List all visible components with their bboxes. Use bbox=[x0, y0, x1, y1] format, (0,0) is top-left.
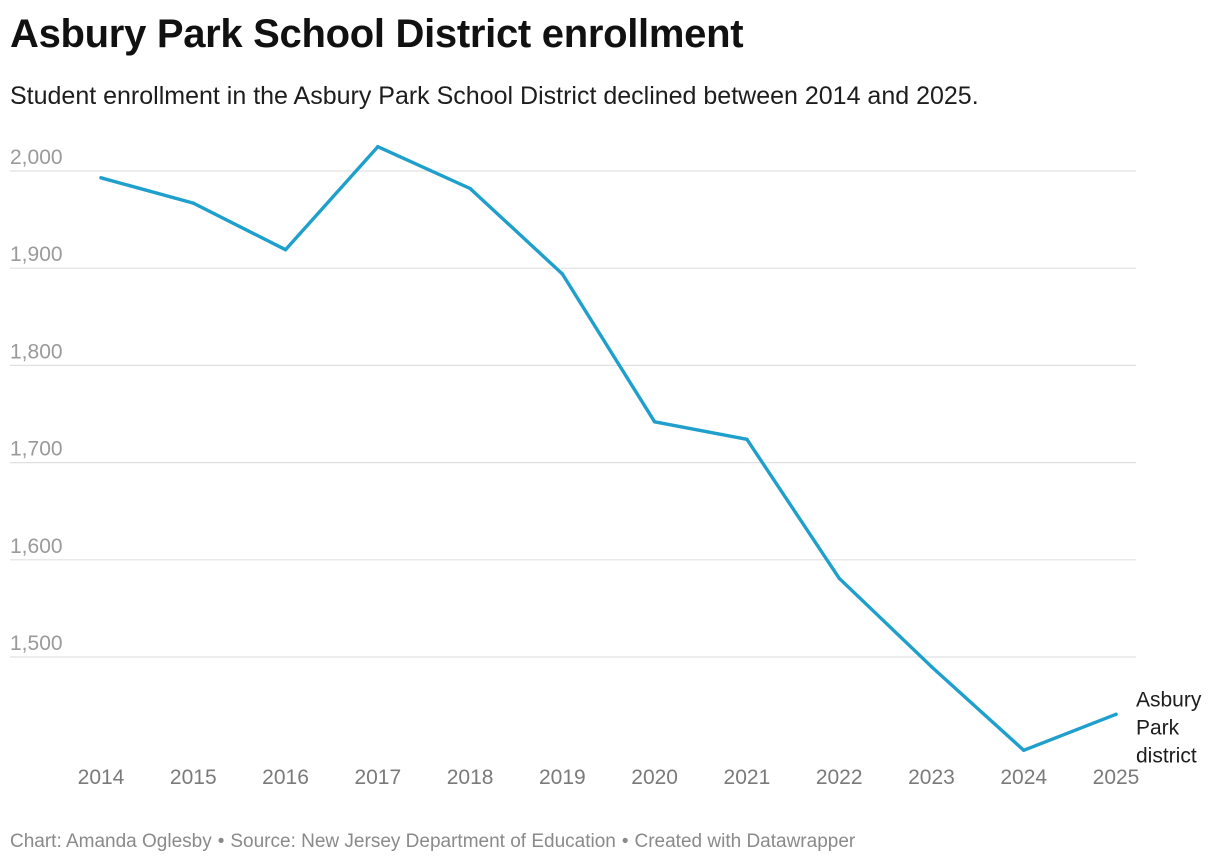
data-point bbox=[1114, 712, 1118, 717]
chart-footer: Chart: Amanda Oglesby • Source: New Jersey… bbox=[10, 831, 855, 853]
footer-source: Source: New Jersey Department of Educati… bbox=[230, 831, 616, 852]
data-point bbox=[376, 145, 380, 149]
x-tick-label: 2017 bbox=[354, 766, 401, 789]
x-tick-label: 2019 bbox=[539, 766, 586, 789]
y-tick-label: 1,600 bbox=[10, 535, 63, 558]
data-point bbox=[745, 437, 749, 441]
data-point bbox=[837, 576, 841, 580]
series-line bbox=[99, 144, 1118, 752]
data-point bbox=[191, 201, 195, 205]
chart-subtitle: Student enrollment in the Asbury Park Sc… bbox=[10, 82, 979, 110]
x-tick-label: 2021 bbox=[724, 766, 771, 789]
series-label: Asbury bbox=[1136, 688, 1202, 711]
x-tick-label: 2023 bbox=[908, 766, 955, 789]
x-tick-label: 2024 bbox=[1000, 766, 1047, 789]
data-point bbox=[99, 176, 103, 180]
footer-created-with: Created with Datawrapper bbox=[634, 831, 856, 852]
data-point bbox=[560, 272, 565, 276]
series-label: district bbox=[1136, 744, 1197, 767]
y-tick-label: 1,900 bbox=[10, 243, 63, 266]
footer-separator: • bbox=[621, 831, 629, 852]
chart-title: Asbury Park School District enrollment bbox=[10, 12, 744, 56]
footer-credit: Chart: Amanda Oglesby bbox=[10, 831, 212, 852]
x-tick-label: 2014 bbox=[78, 766, 125, 789]
data-point bbox=[929, 665, 934, 669]
data-point bbox=[283, 248, 288, 252]
x-tick-label: 2022 bbox=[816, 766, 863, 789]
y-tick-label: 2,000 bbox=[10, 146, 63, 169]
data-point bbox=[652, 420, 657, 424]
x-tick-label: 2025 bbox=[1093, 766, 1140, 789]
y-tick-label: 1,500 bbox=[10, 632, 63, 655]
series-label: Park bbox=[1136, 716, 1180, 739]
x-tick-label: 2016 bbox=[262, 766, 309, 789]
data-point bbox=[468, 186, 472, 191]
y-tick-label: 1,700 bbox=[10, 438, 63, 461]
x-tick-label: 2015 bbox=[170, 766, 217, 789]
y-tick-label: 1,800 bbox=[10, 340, 63, 363]
x-tick-label: 2018 bbox=[447, 766, 494, 789]
footer-separator: • bbox=[217, 831, 225, 852]
x-tick-label: 2020 bbox=[631, 766, 678, 789]
data-point bbox=[1022, 748, 1026, 753]
